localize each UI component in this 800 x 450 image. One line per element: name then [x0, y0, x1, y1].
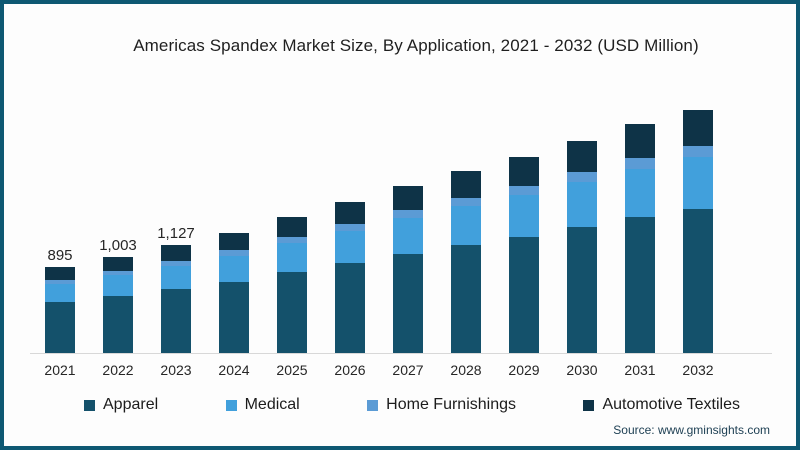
bar-segment-apparel	[335, 263, 365, 353]
bar-segment-apparel	[683, 208, 713, 353]
x-axis-label-2032: 2032	[682, 362, 714, 378]
bar-segment-automotive-textiles	[103, 256, 133, 271]
x-axis-label-2030: 2030	[566, 362, 598, 378]
bar-segment-home-furnishings	[161, 260, 191, 266]
x-axis-label-2025: 2025	[276, 362, 308, 378]
bar-segment-home-furnishings	[567, 171, 597, 182]
bar-segment-apparel	[393, 253, 423, 353]
bar-segment-medical	[219, 256, 249, 282]
bar-segment-automotive-textiles	[335, 201, 365, 224]
legend-item-home-furnishings: Home Furnishings	[367, 396, 516, 414]
legend-item-medical: Medical	[225, 396, 300, 414]
bar-segment-apparel	[625, 217, 655, 353]
bar-segment-medical	[625, 168, 655, 218]
legend-swatch-icon	[367, 399, 379, 411]
bar-segment-apparel	[161, 288, 191, 353]
bar-2023	[161, 244, 191, 353]
bar-segment-automotive-textiles	[393, 185, 423, 211]
bar-segment-home-furnishings	[103, 270, 133, 276]
bar-segment-medical	[335, 230, 365, 264]
bar-2024	[219, 232, 249, 353]
bar-2028	[451, 170, 481, 353]
chart-title: Americas Spandex Market Size, By Applica…	[133, 36, 699, 55]
bar-segment-home-furnishings	[45, 279, 75, 284]
legend-label: Medical	[244, 396, 300, 413]
bar-2022	[103, 256, 133, 353]
bar-value-label-2022: 1,003	[99, 236, 137, 254]
bar-segment-medical	[161, 265, 191, 289]
bar-segment-medical	[393, 218, 423, 254]
bar-segment-apparel	[509, 236, 539, 353]
bar-segment-apparel	[277, 272, 307, 353]
x-axis-line	[30, 353, 772, 354]
bar-segment-home-furnishings	[277, 236, 307, 244]
bar-segment-apparel	[103, 295, 133, 353]
legend-label: Apparel	[103, 396, 159, 413]
bar-segment-medical	[103, 275, 133, 296]
x-axis-label-2027: 2027	[392, 362, 424, 378]
bar-segment-home-furnishings	[451, 197, 481, 207]
bar-segment-apparel	[219, 281, 249, 353]
bar-segment-home-furnishings	[625, 157, 655, 169]
bar-2025	[277, 216, 307, 353]
bar-2021	[45, 267, 75, 353]
bar-segment-home-furnishings	[683, 145, 713, 158]
plot-area: 895 2021 1,003 2022 1,127 2023 2024 2025 2026 202…	[4, 4, 796, 446]
bar-segment-apparel	[451, 245, 481, 353]
bar-segment-automotive-textiles	[625, 124, 655, 158]
legend-swatch-icon	[583, 399, 595, 411]
x-axis-label-2024: 2024	[218, 362, 250, 378]
bar-segment-automotive-textiles	[277, 216, 307, 237]
legend-label: Home Furnishings	[386, 396, 516, 413]
bar-value-label-2021: 895	[47, 247, 73, 265]
bar-segment-home-furnishings	[393, 210, 423, 219]
bar-segment-medical	[451, 206, 481, 245]
bar-segment-home-furnishings	[509, 185, 539, 195]
bar-segment-automotive-textiles	[45, 267, 75, 280]
bar-segment-apparel	[45, 302, 75, 353]
x-axis-label-2029: 2029	[508, 362, 540, 378]
bar-segment-automotive-textiles	[451, 170, 481, 198]
bar-segment-medical	[567, 181, 597, 228]
x-axis-label-2028: 2028	[450, 362, 482, 378]
legend-label: Automotive Textiles	[602, 396, 740, 413]
bar-2029	[509, 156, 539, 353]
bar-2027	[393, 185, 423, 353]
x-axis-label-2021: 2021	[44, 362, 76, 378]
bar-segment-automotive-textiles	[509, 156, 539, 186]
bar-segment-medical	[509, 194, 539, 237]
bar-value-label-2023: 1,127	[157, 224, 195, 242]
legend-item-apparel: Apparel	[84, 396, 158, 414]
x-axis-label-2023: 2023	[160, 362, 192, 378]
legend-item-automotive-textiles: Automotive Textiles	[583, 396, 740, 414]
bar-segment-medical	[45, 283, 75, 302]
bar-segment-home-furnishings	[335, 223, 365, 231]
bar-2030	[567, 140, 597, 353]
x-axis-label-2022: 2022	[102, 362, 134, 378]
bar-segment-medical	[683, 157, 713, 209]
legend-swatch-icon	[84, 399, 95, 411]
bar-segment-automotive-textiles	[219, 232, 249, 251]
bar-2032	[683, 110, 713, 353]
bar-segment-medical	[277, 243, 307, 273]
bar-segment-home-furnishings	[219, 250, 249, 257]
bar-2026	[335, 201, 365, 353]
bar-segment-automotive-textiles	[683, 110, 713, 146]
bar-segment-apparel	[567, 227, 597, 353]
source-credit: Source: www.gminsights.com	[613, 423, 770, 437]
x-axis-label-2026: 2026	[334, 362, 366, 378]
x-axis-label-2031: 2031	[624, 362, 656, 378]
legend-swatch-icon	[225, 399, 237, 411]
bar-segment-automotive-textiles	[567, 140, 597, 172]
bar-2031	[625, 124, 655, 353]
bar-segment-automotive-textiles	[161, 244, 191, 261]
legend: Apparel Medical Home Furnishings Automotive…	[84, 396, 740, 414]
